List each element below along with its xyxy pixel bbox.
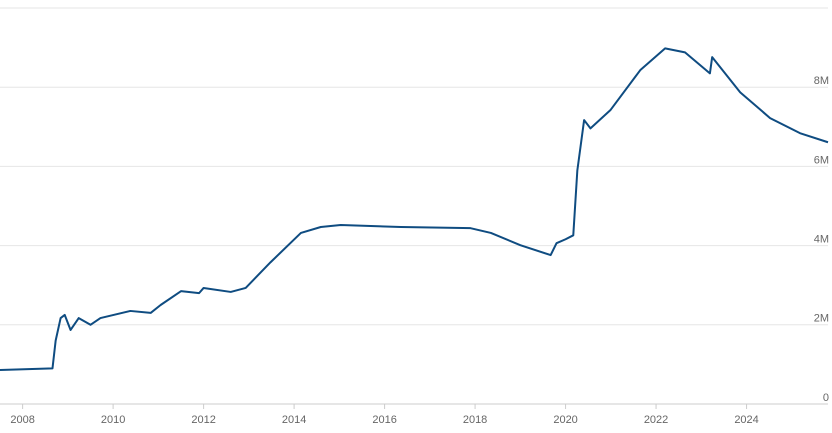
y-tick-label: 4M	[814, 234, 829, 246]
x-tick-label: 2014	[282, 414, 306, 426]
x-tick-label: 2020	[553, 414, 577, 426]
x-tick-label: 2022	[644, 414, 668, 426]
x-tick-label: 2010	[101, 414, 125, 426]
x-tick-label: 2018	[463, 414, 487, 426]
y-tick-label: 8M	[814, 75, 829, 87]
y-tick-label: 6M	[814, 154, 829, 166]
x-tick-label: 2012	[191, 414, 215, 426]
y-tick-label: 2M	[814, 313, 829, 325]
y-tick-label: 0	[823, 392, 829, 404]
data-line	[0, 47, 829, 371]
x-tick-label: 2024	[734, 414, 758, 426]
x-tick-label: 2008	[10, 414, 34, 426]
x-tick-label: 2016	[372, 414, 396, 426]
